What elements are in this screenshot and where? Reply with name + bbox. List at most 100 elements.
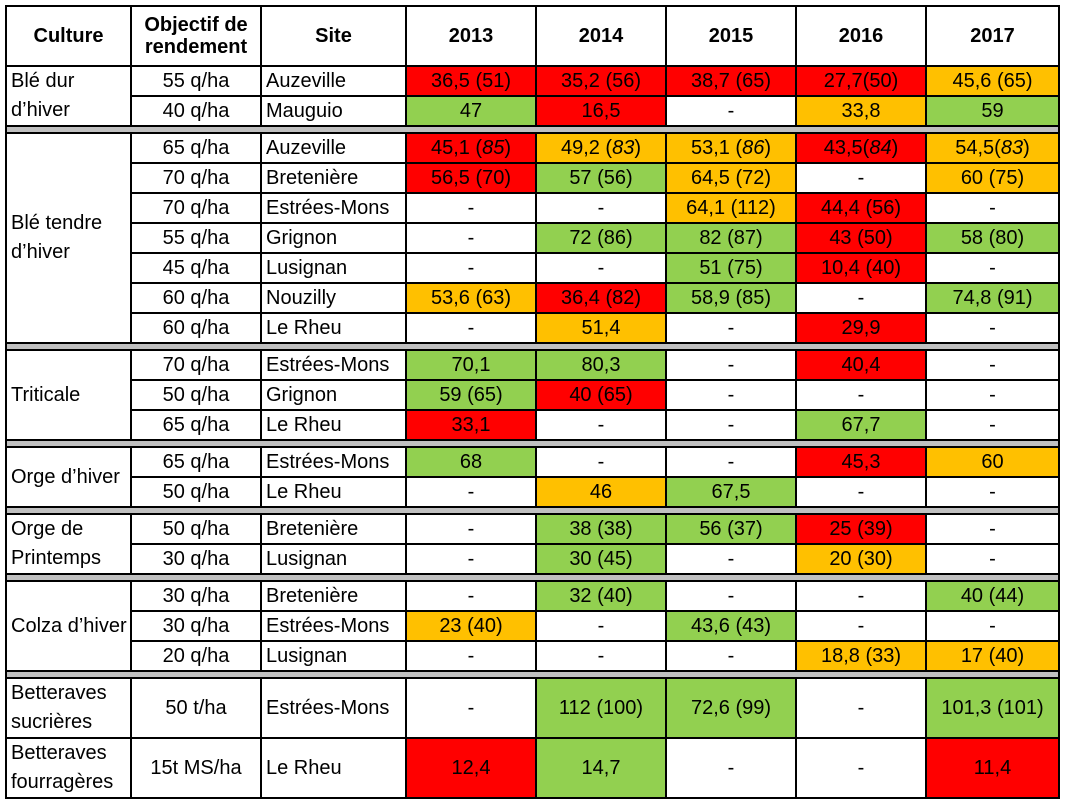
yield-cell: - — [665, 409, 797, 441]
objectif-cell: 40 q/ha — [130, 95, 262, 127]
site-cell: Bretenière — [260, 513, 407, 545]
yield-cell: 45,3 — [795, 446, 927, 478]
table-row: 70 q/ha Bretenière 56,5 (70) 57 (56) 64,5 (7… — [6, 162, 1060, 194]
site-cell: Bretenière — [260, 162, 407, 194]
objectif-cell: 30 q/ha — [130, 543, 262, 575]
yield-cell: - — [665, 446, 797, 478]
yield-cell: 67,7 — [795, 409, 927, 441]
yield-cell: - — [925, 252, 1060, 284]
yield-cell: 38 (38) — [535, 513, 667, 545]
yield-cell: 11,4 — [925, 737, 1060, 799]
site-cell: Lusignan — [260, 543, 407, 575]
yield-reference-value: 83 — [612, 137, 635, 159]
site-cell: Grignon — [260, 222, 407, 254]
yield-cell: 80,3 — [535, 349, 667, 381]
yield-cell: 20 (30) — [795, 543, 927, 575]
group-separator — [5, 670, 1060, 679]
yield-cell: 56,5 (70) — [405, 162, 537, 194]
group-separator — [5, 342, 1060, 351]
objectif-cell: 65 q/ha — [130, 132, 262, 164]
yield-cell: - — [665, 379, 797, 411]
yield-cell: 23 (40) — [405, 610, 537, 642]
yield-cell: 51,4 — [535, 312, 667, 344]
objectif-cell: 60 q/ha — [130, 312, 262, 344]
yield-cell: 16,5 — [535, 95, 667, 127]
group-separator — [5, 573, 1060, 582]
yield-cell: 33,1 — [405, 409, 537, 441]
yield-cell: - — [925, 409, 1060, 441]
yield-cell: - — [535, 610, 667, 642]
separator-bar — [5, 342, 1060, 351]
objectif-cell: 55 q/ha — [130, 222, 262, 254]
yield-cell: - — [405, 677, 537, 739]
site-cell: Estrées-Mons — [260, 610, 407, 642]
objectif-cell: 50 t/ha — [130, 677, 262, 739]
culture-cell: Orge de Printemps — [5, 513, 132, 575]
yield-cell: 10,4 (40) — [795, 252, 927, 284]
table-row: 50 q/ha Grignon 59 (65) 40 (65) - - - — [6, 379, 1060, 411]
yield-cell: - — [535, 640, 667, 672]
group-separator — [5, 125, 1060, 134]
site-cell: Estrées-Mons — [260, 349, 407, 381]
header-2014: 2014 — [535, 5, 667, 67]
yield-cell: 112 (100) — [535, 677, 667, 739]
header-2017: 2017 — [925, 5, 1060, 67]
yield-cell: 53,6 (63) — [405, 282, 537, 314]
yield-cell: - — [795, 737, 927, 799]
objectif-cell: 70 q/ha — [130, 349, 262, 381]
site-cell: Estrées-Mons — [260, 192, 407, 224]
table-row: 20 q/ha Lusignan - - -18,8 (33) 17 (40) — [6, 640, 1060, 672]
yield-cell: 44,4 (56) — [795, 192, 927, 224]
yield-cell: 12,4 — [405, 737, 537, 799]
yield-cell: 72 (86) — [535, 222, 667, 254]
yield-cell: - — [925, 312, 1060, 344]
yield-cell: 40 (44) — [925, 580, 1060, 612]
site-cell: Auzeville — [260, 65, 407, 97]
yield-cell: - — [925, 513, 1060, 545]
yield-cell: 54,5(83) — [925, 132, 1060, 164]
table-row: Blé tendre d’hiver 65 q/ha Auzeville 45,1 (… — [5, 132, 1060, 344]
yield-cell: 30 (45) — [535, 543, 667, 575]
separator-bar — [5, 670, 1060, 679]
yield-cell: 57 (56) — [535, 162, 667, 194]
yield-cell: 45,6 (65) — [925, 65, 1060, 97]
group-separator — [5, 506, 1060, 515]
yield-cell: - — [925, 543, 1060, 575]
culture-cell: Colza d’hiver — [5, 580, 132, 672]
yield-cell: - — [795, 610, 927, 642]
table-row: 70 q/ha Estrées-Mons - -64,1 (112) 44,4 (56)… — [6, 192, 1060, 224]
yield-cell: 101,3 (101) — [925, 677, 1060, 739]
yield-cell: - — [795, 677, 927, 739]
site-cell: Lusignan — [260, 640, 407, 672]
site-cell: Le Rheu — [260, 312, 407, 344]
yield-cell: 43,5(84) — [795, 132, 927, 164]
culture-cell: Blé dur d’hiver — [5, 65, 132, 127]
table-row: 60 q/ha Le Rheu -51,4-29,9- — [6, 312, 1060, 344]
yield-cell: - — [665, 349, 797, 381]
objectif-cell: 15t MS/ha — [130, 737, 262, 799]
yield-cell: 32 (40) — [535, 580, 667, 612]
culture-cell: Blé tendre d’hiver — [5, 132, 132, 344]
yield-cell: 40,4 — [795, 349, 927, 381]
site-cell: Le Rheu — [260, 409, 407, 441]
yield-cell: 43 (50) — [795, 222, 927, 254]
yield-cell: - — [925, 349, 1060, 381]
header-row: Culture Objectif de rendement Site 2013 … — [5, 5, 1060, 67]
objectif-cell: 70 q/ha — [130, 192, 262, 224]
yield-cell: - — [795, 162, 927, 194]
yield-cell: - — [665, 95, 797, 127]
site-cell: Grignon — [260, 379, 407, 411]
yield-cell: 64,5 (72) — [665, 162, 797, 194]
site-cell: Estrées-Mons — [260, 446, 407, 478]
yield-cell: - — [925, 610, 1060, 642]
objectif-cell: 50 q/ha — [130, 513, 262, 545]
yield-cell: - — [795, 476, 927, 508]
yield-reference-value: 84 — [869, 137, 892, 159]
objectif-cell: 50 q/ha — [130, 379, 262, 411]
yield-cell: 18,8 (33) — [795, 640, 927, 672]
yield-reference-value: 86 — [742, 137, 765, 159]
table-row: 55 q/ha Grignon -72 (86) 82 (87) 43 (50) 58 (… — [6, 222, 1060, 254]
yield-cell: - — [925, 379, 1060, 411]
yield-cell: - — [405, 513, 537, 545]
yield-cell: - — [405, 580, 537, 612]
